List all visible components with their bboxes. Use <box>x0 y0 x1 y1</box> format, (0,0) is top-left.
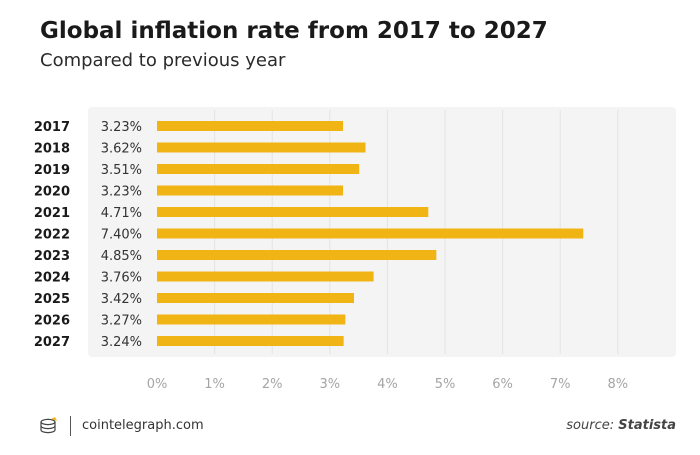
data-label: 3.62% <box>101 142 142 157</box>
footer-source: source: Statista <box>566 418 676 433</box>
x-tick-label: 4% <box>377 377 398 392</box>
data-label: 3.42% <box>101 292 142 307</box>
y-tick-label: 2024 <box>34 271 70 286</box>
x-tick-label: 3% <box>319 377 340 392</box>
data-label: 7.40% <box>101 228 142 243</box>
bar <box>157 121 344 131</box>
data-label: 3.23% <box>101 120 142 135</box>
footer-divider <box>70 416 71 436</box>
data-label: 3.27% <box>101 314 142 329</box>
x-tick-label: 0% <box>147 377 168 392</box>
y-tick-label: 2025 <box>34 292 70 307</box>
y-tick-label: 2021 <box>34 206 70 221</box>
footer-site: cointelegraph.com <box>82 418 204 433</box>
bar <box>157 207 429 217</box>
data-label: 4.71% <box>101 206 142 221</box>
y-tick-label: 2023 <box>34 249 70 264</box>
data-label: 3.23% <box>101 185 142 200</box>
bar <box>157 314 346 325</box>
bar <box>157 228 584 239</box>
bar <box>157 271 374 282</box>
y-tick-label: 2019 <box>34 163 70 178</box>
chart-subtitle: Compared to previous year <box>40 50 286 71</box>
data-label: 4.85% <box>101 249 142 264</box>
data-label: 3.24% <box>101 335 142 350</box>
y-tick-label: 2017 <box>34 120 70 135</box>
bar <box>157 293 354 303</box>
x-tick-label: 6% <box>492 377 513 392</box>
y-tick-label: 2026 <box>34 314 70 329</box>
bar <box>157 185 344 196</box>
y-tick-label: 2022 <box>34 228 70 243</box>
x-tick-label: 2% <box>262 377 283 392</box>
source-name: Statista <box>618 418 676 433</box>
chart-title: Global inflation rate from 2017 to 2027 <box>40 18 548 44</box>
y-tick-label: 2018 <box>34 142 70 157</box>
bar <box>157 142 366 153</box>
x-tick-label: 5% <box>435 377 456 392</box>
x-tick-label: 8% <box>607 377 628 392</box>
bar <box>157 336 344 346</box>
source-prefix: source: <box>566 418 615 433</box>
data-label: 3.76% <box>101 271 142 286</box>
y-tick-label: 2020 <box>34 185 70 200</box>
bar <box>157 250 437 260</box>
x-tick-label: 7% <box>550 377 571 392</box>
cointelegraph-logo-icon <box>40 417 57 434</box>
x-tick-label: 1% <box>204 377 225 392</box>
y-tick-label: 2027 <box>34 335 70 350</box>
data-label: 3.51% <box>101 163 142 178</box>
bar <box>157 164 360 174</box>
